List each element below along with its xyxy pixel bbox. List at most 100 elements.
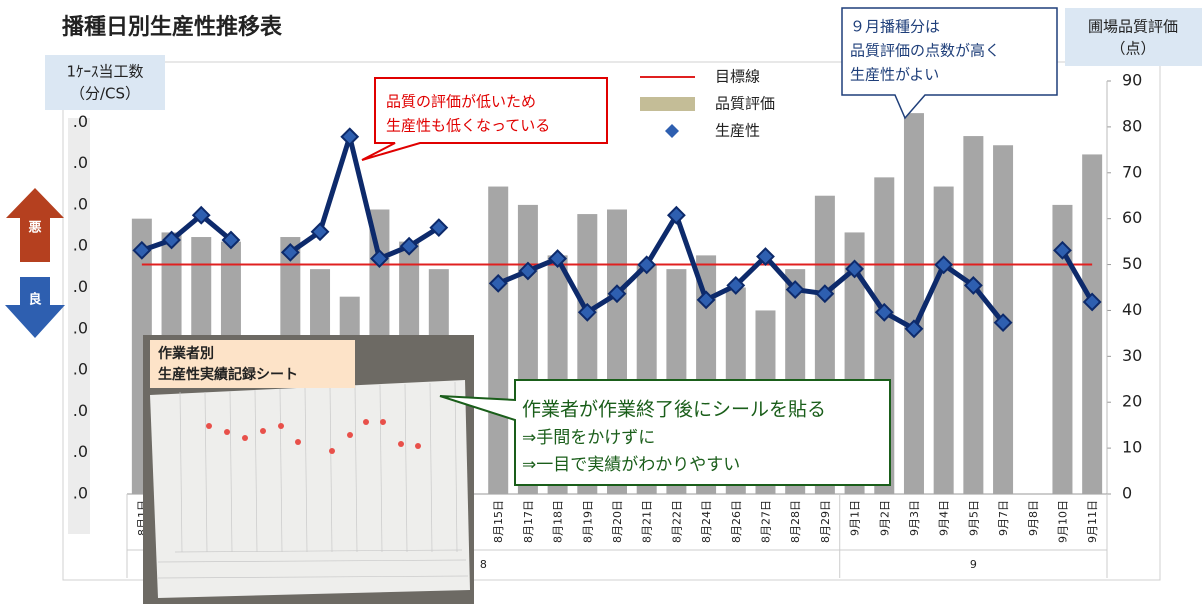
legend-label: 生産性	[715, 122, 760, 140]
y2-tick-label: 10	[1122, 438, 1142, 457]
arrow-up	[6, 188, 64, 262]
marker	[191, 205, 211, 225]
y-tick-label: .0	[73, 442, 88, 461]
y2-tick-label: 40	[1122, 300, 1142, 319]
overlay: 作業者別 生産性実績記録シート 品質の評価が低いため 生産性も低くなっている ９…	[143, 7, 1058, 604]
x-tick-label: 9月10日	[1056, 500, 1069, 543]
bar	[1052, 204, 1073, 494]
legend-label: 品質評価	[715, 95, 775, 113]
marker	[607, 284, 627, 304]
marker	[518, 261, 538, 281]
y2-label: 圃場品質評価	[1088, 18, 1178, 36]
marker	[815, 284, 835, 304]
x-group-label: 9	[970, 558, 977, 571]
line	[1060, 249, 1095, 304]
marker	[340, 127, 360, 147]
y-tick-label: .0	[73, 401, 88, 420]
x-group-label: 8	[480, 558, 487, 571]
x-tick-label: 9月5日	[967, 500, 980, 536]
x-tick-label: 9月3日	[908, 500, 921, 536]
photo-grid	[157, 381, 469, 579]
arrow-label: 悪	[28, 221, 41, 236]
y-tick-label: .0	[73, 360, 88, 379]
x-tick-label: 9月7日	[997, 500, 1010, 536]
x-tick-label: 8月17日	[522, 500, 535, 543]
y2-tick-label: 60	[1122, 208, 1142, 227]
y-label: 1ｹｰｽ当工数	[66, 63, 143, 81]
y2-tick-label: 80	[1122, 116, 1142, 135]
photo-label: 生産性実績記録シート	[158, 366, 298, 383]
y-tick-label: .0	[73, 153, 88, 172]
x-tick-label: 9月4日	[938, 500, 951, 536]
y-tick-label: .0	[73, 194, 88, 213]
callout	[841, 7, 1058, 120]
marker	[162, 230, 181, 250]
marker	[726, 276, 746, 295]
legend-label: 目標線	[715, 68, 760, 86]
annotation: 作業者が作業終了後にシールを貼る	[522, 399, 826, 421]
marker	[637, 255, 657, 275]
y-label: （分/CS）	[70, 85, 140, 103]
marker	[1053, 240, 1072, 260]
x-tick-label: 8月19日	[581, 500, 594, 543]
y2-tick-label: 90	[1122, 71, 1142, 90]
marker	[756, 247, 775, 266]
y-tick-label: .0	[73, 318, 88, 337]
y-tick-label: .0	[73, 277, 88, 296]
line	[497, 212, 1006, 332]
photo-label-box	[150, 340, 355, 388]
marker	[370, 249, 389, 269]
y-tick-label: .0	[73, 484, 88, 503]
legend-swatch	[640, 97, 695, 111]
x-tick-label: 8月27日	[759, 500, 772, 543]
x-tick-label: 8月18日	[552, 500, 565, 543]
bar	[963, 136, 984, 495]
x-tick-label: 8月22日	[670, 500, 683, 543]
marker	[666, 205, 686, 225]
bar	[1082, 154, 1103, 494]
line	[141, 212, 233, 253]
y-label-box	[45, 55, 165, 110]
callout	[439, 379, 891, 486]
photo-stickers	[206, 419, 421, 454]
axis-strip	[68, 118, 90, 534]
x-tick-label: 8月29日	[819, 500, 832, 543]
marker	[221, 230, 241, 250]
marker	[845, 259, 864, 279]
y-tick-label: .0	[73, 112, 88, 131]
y-tick-label: .0	[73, 236, 88, 255]
x-tick-label: 8月21日	[641, 500, 654, 543]
title-box	[52, 10, 352, 46]
annotation: 生産性がよい	[850, 66, 939, 84]
bar	[933, 186, 954, 495]
y2-tick-label: 50	[1122, 254, 1142, 273]
x-tick-label: 9月2日	[878, 500, 891, 536]
x-tick-label: 8月20日	[611, 500, 624, 543]
marker	[429, 218, 449, 238]
y2-label: （点）	[1110, 40, 1155, 58]
marker	[310, 222, 330, 242]
annotation: ９月播種分は	[850, 18, 940, 36]
y2-tick-label: 70	[1122, 162, 1142, 181]
x-tick-label: 9月1日	[849, 500, 862, 536]
annotation: 品質評価の点数が高く	[850, 42, 1000, 60]
marker	[548, 249, 568, 269]
photo-label: 作業者別	[158, 345, 214, 362]
y2-label-box	[1065, 8, 1202, 66]
x-tick-label: 9月8日	[1027, 500, 1040, 536]
marker	[399, 236, 419, 256]
bar	[488, 186, 509, 495]
y2-tick-label: 20	[1122, 392, 1142, 411]
y2-tick-label: 30	[1122, 346, 1142, 365]
annotation: 品質の評価が低いため	[386, 93, 536, 111]
marker	[488, 273, 508, 293]
annotation: 生産性も低くなっている	[386, 117, 550, 135]
annotation: ⇒一目で実績がわかりやすい	[522, 455, 740, 475]
marker	[934, 255, 954, 275]
marker	[1082, 292, 1102, 312]
x-tick-label: 8月15日	[492, 500, 505, 543]
bar	[903, 113, 924, 494]
x-tick-label: 9月11日	[1086, 500, 1099, 543]
